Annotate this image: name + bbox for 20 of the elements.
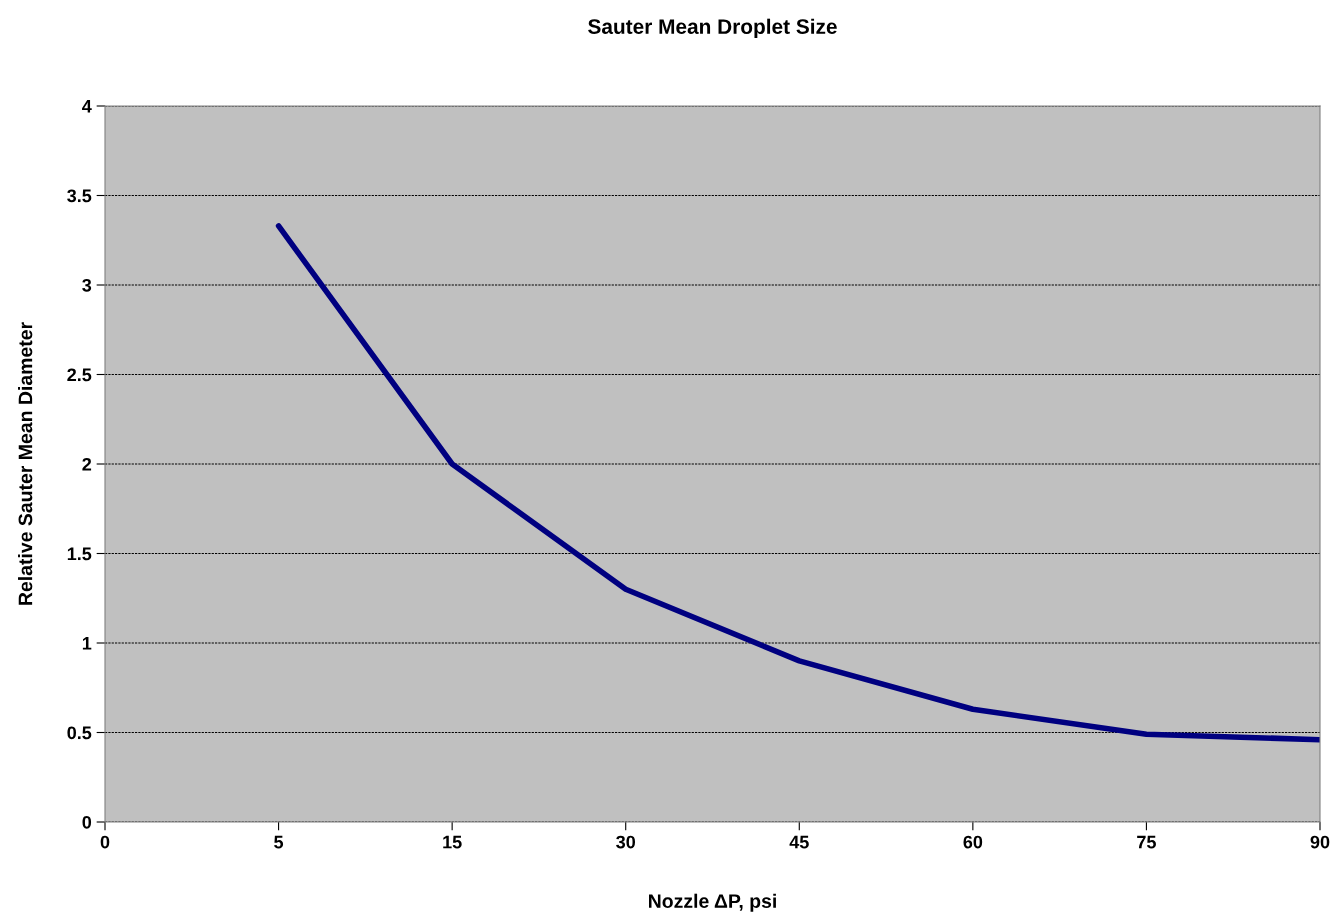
x-tick-label: 60: [963, 835, 983, 849]
x-tick-label: 45: [789, 835, 809, 849]
y-tick-label: 3.5: [67, 189, 92, 203]
x-tick-label: 15: [443, 835, 462, 849]
y-tick-label: 2: [82, 457, 92, 471]
y-tick-label: 0: [82, 815, 92, 829]
x-tick-label: 5: [274, 835, 284, 849]
x-tick-label: 90: [1310, 835, 1330, 849]
y-tick-label: 2.5: [67, 368, 92, 382]
chart-title: Sauter Mean Droplet Size: [588, 18, 837, 39]
x-axis-title: Nozzle ΔP, psi: [649, 893, 776, 912]
x-tick-label: 0: [100, 835, 110, 849]
y-axis-title: Relative Sauter Mean Diameter: [18, 322, 33, 605]
y-tick-label: 1: [82, 637, 92, 650]
y-tick-label: 1.5: [67, 547, 92, 561]
y-tick-label: 0.5: [67, 726, 92, 740]
y-tick-label: 3: [82, 278, 92, 292]
x-tick-label: 30: [616, 835, 636, 849]
y-tick-label: 4: [82, 100, 92, 113]
x-tick-label: 75: [1137, 835, 1156, 849]
